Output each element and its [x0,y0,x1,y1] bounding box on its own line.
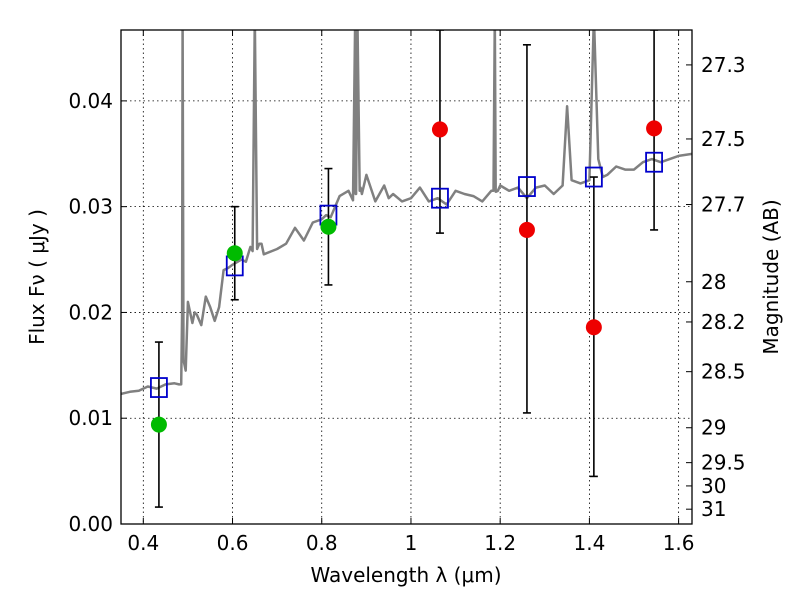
y-tick-label: 0.04 [68,89,113,113]
y-tick-label: 0.01 [68,406,113,430]
detection-point [150,416,167,433]
x-tick-label: 1.4 [573,531,605,555]
detection-point [320,218,337,235]
right-tick-label: 28.2 [701,310,746,334]
model-point [150,377,168,398]
plot-area [121,30,692,508]
x-tick-label: 1 [405,531,418,555]
right-tick-label: 31 [701,497,726,521]
axis-ticks: 0.4 0.6 0.8 1 1.2 1.4 1.6 0.00 0.01 0.02 0.03 0.04 2… [68,30,746,555]
x-tick-label: 1.6 [663,531,695,555]
upper-limit-point [585,319,602,336]
model-point [431,187,449,209]
y-axis-label: Flux Fν ( μJy ) [25,209,49,345]
x-tick-label: 1.2 [484,531,516,555]
detection-point [226,245,243,262]
y-tick-label: 0.02 [68,300,113,324]
model-point [645,151,663,173]
y-tick-label: 0.00 [68,512,113,536]
y-tick-label: 0.03 [68,195,113,219]
right-tick-label: 29.5 [701,451,746,475]
right-tick-label: 28 [701,270,726,294]
right-tick-label: 27.5 [701,127,746,151]
right-tick-label: 29 [701,416,726,440]
right-tick-label: 27.7 [701,193,746,217]
plot-frame [120,29,693,525]
right-tick-label: 28.5 [701,360,746,384]
spectrum-line [121,30,692,396]
y-axis-label-right: Magnitude (AB) [759,199,783,354]
upper-limit-point [646,120,663,137]
x-tick-label: 0.8 [306,531,338,555]
right-tick-label: 30 [701,474,726,498]
grid [121,30,692,525]
upper-limit-point [431,121,448,138]
x-tick-label: 0.6 [217,531,249,555]
upper-limit-point [518,221,535,238]
model-point [584,166,603,188]
x-axis-label: Wavelength λ (μm) [310,563,501,587]
right-tick-label: 27.3 [701,53,746,77]
x-tick-label: 0.4 [127,531,159,555]
model-point [518,176,536,197]
